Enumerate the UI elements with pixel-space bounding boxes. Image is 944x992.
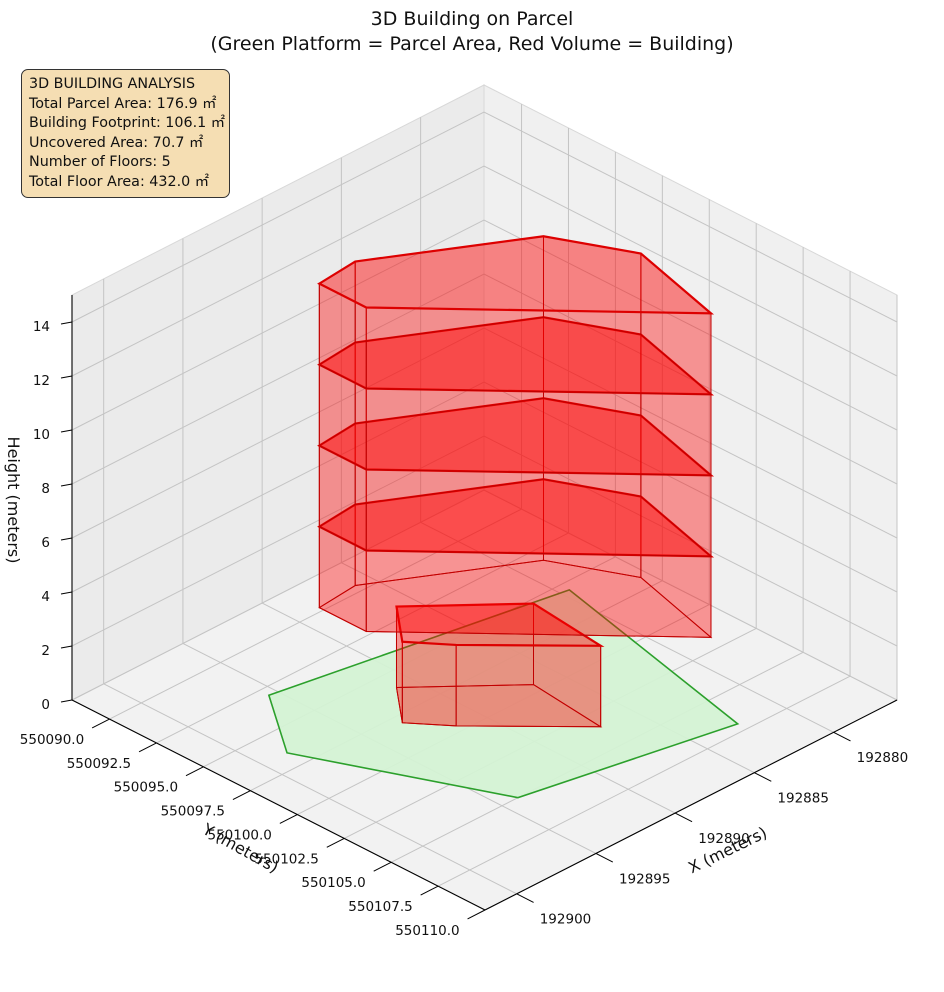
building-floor-1	[395, 602, 605, 728]
x-axis-line	[484, 699, 898, 911]
grid-z-line	[71, 435, 898, 647]
grid-z-line	[71, 327, 898, 539]
x-tick-label: 192890	[698, 831, 750, 847]
x-tick-mark	[595, 853, 614, 863]
building-floor-2	[317, 478, 715, 639]
chart-subtitle: (Green Platform = Parcel Area, Red Volum…	[210, 33, 733, 55]
y-tick-mark	[232, 790, 251, 801]
grid-z-line	[71, 273, 898, 485]
x-tick-label: 192895	[619, 871, 671, 887]
z-tick-mark	[60, 645, 73, 649]
grid-z-line	[71, 219, 898, 431]
info-parcel-area: Total Parcel Area: 176.9 ㎡	[29, 95, 217, 112]
z-tick-label: 12	[33, 373, 50, 389]
z-tick-mark	[60, 375, 73, 379]
x-tick-mark	[674, 812, 693, 823]
building-floor-4	[317, 316, 715, 477]
y-tick-mark	[420, 885, 439, 896]
grid-z-line	[71, 111, 898, 323]
z-axis-label: Height (meters)	[4, 437, 23, 564]
z-tick-mark	[60, 321, 73, 325]
x-tick-label: 192880	[857, 750, 909, 766]
y-tick-mark	[138, 742, 157, 753]
floor-top-face	[317, 235, 715, 315]
z-tick-mark	[60, 591, 73, 595]
parcel-platform	[267, 588, 740, 799]
y-axis-line	[71, 699, 486, 911]
y-tick-label: 550090.0	[20, 732, 84, 748]
z-tick-mark	[60, 483, 73, 487]
x-tick-mark	[833, 731, 851, 742]
floor-top-face	[395, 602, 605, 647]
y-tick-mark	[185, 766, 204, 777]
grid-z-line	[71, 165, 898, 377]
y-tick-label: 550105.0	[301, 875, 365, 891]
grid-z-line	[71, 489, 898, 701]
z-tick-label: 8	[41, 481, 50, 497]
z-tick-mark	[60, 429, 73, 433]
x-tick-label: 192900	[540, 912, 592, 928]
y-tick-mark	[373, 861, 392, 872]
y-tick-label: 550100.0	[207, 827, 271, 843]
y-tick-mark	[326, 837, 345, 848]
building-floor-5	[317, 235, 715, 396]
y-tick-label: 550097.5	[161, 804, 225, 820]
z-tick-label: 4	[41, 589, 50, 605]
x-tick-mark	[516, 893, 534, 903]
z-tick-label: 2	[41, 643, 50, 659]
building-volume	[317, 235, 715, 728]
analysis-info-box: 3D BUILDING ANALYSIS Total Parcel Area: …	[21, 69, 230, 198]
z-tick-mark	[60, 699, 73, 703]
building-floor-3	[317, 397, 715, 558]
y-tick-label: 550092.5	[67, 756, 131, 772]
z-tick-label: 0	[41, 697, 50, 713]
x-tick-label: 192885	[777, 791, 829, 807]
z-tick-mark	[60, 537, 73, 541]
y-tick-mark	[279, 814, 298, 824]
y-tick-label: 550102.5	[254, 851, 318, 867]
grid-z-line	[71, 381, 898, 593]
x-tick-mark	[754, 772, 772, 782]
info-number-of-floors: Number of Floors: 5	[29, 154, 171, 170]
info-uncovered-area: Uncovered Area: 70.7 ㎡	[29, 134, 204, 151]
info-box-title: 3D BUILDING ANALYSIS	[29, 76, 196, 92]
y-tick-label: 550095.0	[114, 780, 178, 796]
y-tick-mark	[467, 909, 486, 920]
parcel-polygon	[267, 588, 740, 799]
axes-lines	[71, 295, 898, 911]
y-tick-label: 550110.0	[395, 923, 459, 939]
y-tick-mark	[91, 718, 110, 729]
y-tick-label: 550107.5	[348, 899, 412, 915]
z-tick-label: 10	[33, 427, 50, 443]
info-total-floor-area: Total Floor Area: 432.0 ㎡	[29, 173, 210, 190]
z-tick-label: 14	[33, 319, 50, 335]
chart-title: 3D Building on Parcel	[371, 8, 574, 30]
axes-ticks: 192880 192885 192890 192895 192900 550090.0 55…	[20, 319, 908, 939]
info-building-footprint: Building Footprint: 106.1 ㎡	[29, 115, 226, 131]
z-tick-label: 6	[41, 535, 50, 551]
